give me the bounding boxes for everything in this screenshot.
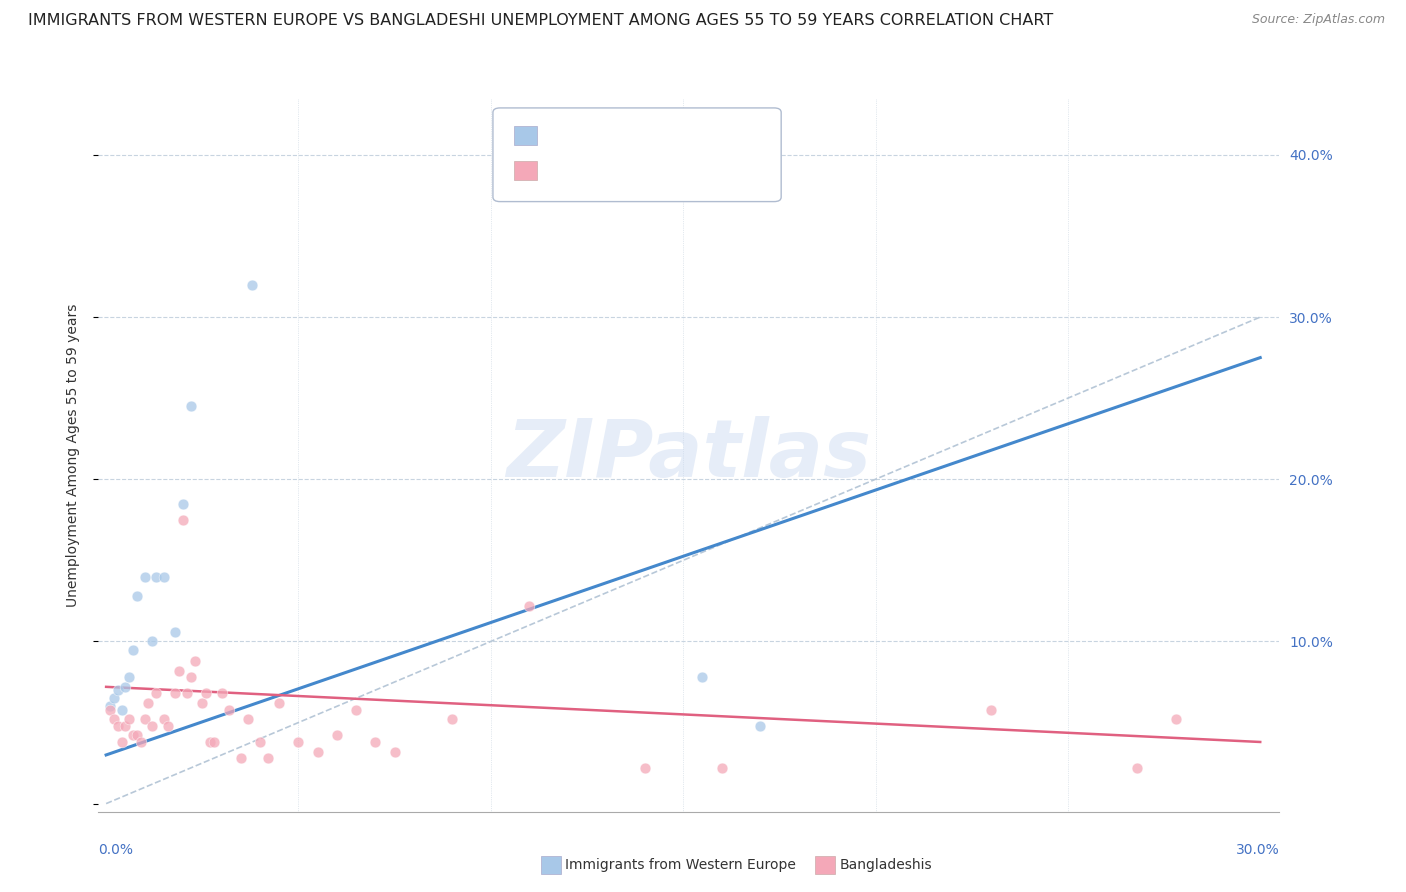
Point [172, 513, 194, 527]
Point [344, 702, 367, 716]
Point [98, 702, 121, 716]
Text: 30.0%: 30.0% [1236, 843, 1279, 857]
Text: Source: ZipAtlas.com: Source: ZipAtlas.com [1251, 13, 1385, 27]
Point [153, 569, 176, 583]
Y-axis label: Unemployment Among Ages 55 to 59 years: Unemployment Among Ages 55 to 59 years [66, 303, 80, 607]
Point [145, 686, 167, 700]
Point [1126, 761, 1149, 775]
Point [110, 702, 132, 716]
Point [180, 670, 202, 684]
Point [749, 719, 772, 733]
Text: Bangladeshis: Bangladeshis [839, 858, 932, 872]
Point [710, 761, 733, 775]
Text: 0.0%: 0.0% [98, 843, 134, 857]
Point [103, 691, 125, 706]
Point [129, 735, 152, 749]
Point [202, 735, 225, 749]
Point [118, 670, 141, 684]
Text: R = -0.171    N = 45: R = -0.171 N = 45 [548, 161, 731, 179]
Point [218, 702, 240, 716]
Point [107, 683, 129, 698]
Point [198, 735, 221, 749]
Point [517, 599, 540, 613]
Text: IMMIGRANTS FROM WESTERN EUROPE VS BANGLADESHI UNEMPLOYMENT AMONG AGES 55 TO 59 Y: IMMIGRANTS FROM WESTERN EUROPE VS BANGLA… [28, 13, 1053, 29]
Point [180, 399, 202, 413]
Point [634, 761, 657, 775]
Point [153, 712, 176, 726]
Text: R = 0.547    N = 18: R = 0.547 N = 18 [548, 127, 724, 145]
Point [125, 589, 148, 603]
Point [122, 642, 145, 657]
Point [211, 686, 233, 700]
Point [172, 497, 194, 511]
Point [141, 634, 163, 648]
Point [167, 664, 190, 678]
Point [240, 277, 263, 292]
Point [118, 712, 141, 726]
Point [125, 729, 148, 743]
Point [229, 751, 252, 765]
Point [114, 719, 136, 733]
Point [145, 569, 167, 583]
Point [195, 686, 218, 700]
Point [122, 729, 145, 743]
Point [134, 712, 156, 726]
Point [191, 696, 214, 710]
Point [165, 624, 187, 639]
Point [107, 719, 129, 733]
Point [165, 686, 187, 700]
Point [384, 745, 406, 759]
Point [287, 735, 309, 749]
Point [249, 735, 271, 749]
Point [364, 735, 387, 749]
Point [692, 670, 714, 684]
Point [114, 680, 136, 694]
Point [256, 751, 278, 765]
Text: Immigrants from Western Europe: Immigrants from Western Europe [565, 858, 796, 872]
Point [980, 702, 1002, 716]
Point [183, 654, 205, 668]
Point [326, 729, 349, 743]
Point [141, 719, 163, 733]
Point [138, 696, 160, 710]
Point [110, 735, 132, 749]
Point [307, 745, 329, 759]
Point [103, 712, 125, 726]
Point [238, 712, 260, 726]
Point [441, 712, 464, 726]
Point [176, 686, 198, 700]
Point [98, 699, 121, 714]
Point [156, 719, 179, 733]
Point [134, 569, 156, 583]
Point [1164, 712, 1187, 726]
Point [269, 696, 291, 710]
Text: ZIPatlas: ZIPatlas [506, 416, 872, 494]
